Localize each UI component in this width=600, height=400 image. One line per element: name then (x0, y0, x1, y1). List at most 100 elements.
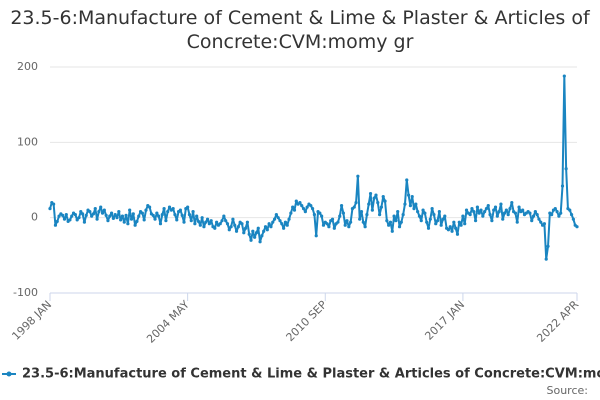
data-point (379, 205, 384, 209)
x-tick-label: 2017 JAN (422, 298, 467, 343)
data-point (358, 217, 362, 221)
data-point (406, 193, 411, 197)
data-point (100, 211, 105, 215)
data-point (265, 228, 269, 232)
data-point (298, 201, 302, 205)
data-point (158, 222, 163, 226)
data-point (399, 220, 403, 224)
data-point (97, 210, 101, 214)
data-point (218, 222, 222, 226)
data-point (234, 229, 239, 233)
data-point (283, 220, 288, 224)
data-point (501, 217, 505, 221)
data-point (180, 213, 184, 218)
data-point (448, 225, 452, 229)
data-point (472, 210, 476, 214)
data-point (84, 213, 88, 218)
data-point (88, 210, 92, 214)
data-point (68, 218, 72, 222)
data-point (365, 213, 369, 217)
data-point (52, 202, 56, 206)
data-point (443, 214, 447, 218)
data-point (178, 208, 182, 212)
data-point (262, 229, 266, 233)
data-point (553, 207, 557, 211)
data-point (111, 216, 115, 221)
data-point (338, 214, 342, 218)
data-point (196, 219, 201, 224)
data-point (408, 204, 412, 208)
data-point (484, 207, 489, 211)
data-point (537, 217, 541, 221)
x-tick-label: 1998 JAN (9, 298, 54, 343)
data-point (285, 223, 289, 227)
data-point (423, 211, 427, 215)
data-point (381, 194, 385, 199)
x-tick-label: 2010 SEP (284, 298, 330, 344)
data-point (303, 210, 307, 214)
data-point (222, 214, 226, 218)
data-point (301, 207, 306, 211)
data-point (175, 218, 179, 222)
data-point (349, 220, 353, 224)
data-point (412, 207, 416, 211)
data-point (269, 225, 273, 229)
data-point (376, 201, 380, 205)
data-point (388, 220, 393, 224)
data-point (289, 211, 293, 215)
data-point (272, 217, 277, 221)
data-point (274, 213, 278, 217)
data-point (229, 225, 233, 229)
data-point (428, 217, 432, 221)
data-point (220, 219, 224, 223)
data-point (463, 222, 467, 226)
data-point (318, 211, 322, 215)
data-point (48, 207, 52, 211)
data-point (57, 214, 61, 218)
data-point (124, 213, 128, 218)
data-point (137, 214, 141, 218)
data-point (359, 210, 364, 214)
data-point (243, 226, 248, 230)
data-point (70, 214, 74, 218)
data-point (77, 216, 81, 220)
x-tick-label: 2022 APR (534, 298, 581, 345)
data-point (392, 214, 396, 218)
data-point (280, 222, 284, 226)
data-point (502, 211, 507, 215)
data-point (544, 257, 548, 261)
data-point (361, 220, 365, 224)
data-point (454, 226, 458, 230)
data-point (426, 226, 431, 230)
data-point (325, 222, 329, 226)
data-point (133, 223, 137, 227)
data-point (312, 213, 317, 217)
data-point (242, 231, 246, 235)
y-tick-label: 200 (17, 60, 38, 73)
data-point (209, 219, 213, 223)
data-point (231, 217, 235, 221)
data-point (79, 210, 83, 214)
data-point (504, 208, 508, 212)
data-point (254, 231, 259, 235)
data-point (416, 210, 420, 214)
data-point (102, 208, 106, 212)
data-point (236, 225, 240, 229)
data-point (414, 202, 418, 206)
data-point (513, 211, 518, 215)
data-point (564, 167, 568, 171)
data-point (562, 74, 566, 78)
data-point (251, 229, 255, 233)
data-point (475, 205, 479, 209)
data-point (486, 204, 490, 208)
data-point (495, 214, 499, 218)
data-point (339, 204, 344, 208)
data-point (452, 220, 456, 224)
data-point (479, 208, 483, 212)
data-point (383, 199, 387, 203)
x-tick-label: 2004 MAY (144, 298, 192, 346)
data-point (425, 220, 429, 224)
data-point (367, 202, 371, 206)
data-point (263, 225, 268, 229)
